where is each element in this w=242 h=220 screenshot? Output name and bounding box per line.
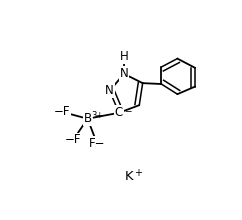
Text: H: H (120, 50, 129, 63)
Text: N: N (105, 84, 114, 97)
Text: B: B (83, 112, 92, 125)
Text: F−: F− (89, 137, 105, 150)
Text: C: C (115, 106, 123, 119)
Text: +: + (135, 168, 143, 178)
Text: −F: −F (65, 133, 82, 146)
Text: K: K (125, 170, 133, 183)
Text: N: N (120, 67, 129, 80)
Text: −F: −F (54, 105, 70, 118)
Text: 3+: 3+ (91, 111, 104, 120)
Text: −: − (123, 106, 131, 115)
